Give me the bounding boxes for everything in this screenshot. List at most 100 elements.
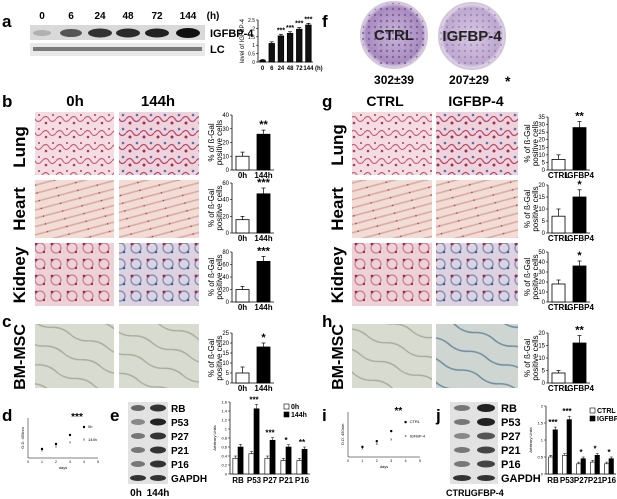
y-axis-label: % of ß-Gal	[207, 123, 216, 161]
x-tick-label: P53	[247, 476, 262, 485]
lane-label: 0	[39, 11, 45, 22]
y-tick-label: 2	[541, 404, 544, 409]
y-tick-label: 60	[222, 263, 229, 269]
y-axis-label: positive cells	[215, 120, 224, 165]
significance-star: ***	[562, 407, 572, 416]
x-tick-label: 1	[41, 460, 43, 464]
significance-star: *	[577, 250, 582, 262]
significance-star: ***	[249, 395, 259, 404]
x-tick-label: 0	[27, 460, 29, 464]
x-tick-label: 1	[361, 459, 363, 463]
y-tick-label: 40	[538, 260, 545, 266]
x-tick-label: 0h	[238, 234, 247, 243]
significance-star: *	[284, 436, 288, 445]
y-tick-label: 20	[538, 331, 545, 337]
y-axis-label: positive cells	[215, 335, 224, 380]
y-axis-label: positive cells	[531, 335, 540, 380]
y-tick-label: 30	[222, 127, 229, 133]
y-tick-label: 40	[222, 198, 229, 204]
point-CTRL	[404, 420, 407, 424]
point-IGFBP-4: x	[405, 433, 407, 438]
y-tick-label: 10	[222, 361, 229, 367]
legend-swatch	[589, 415, 596, 422]
panel-letter-b: b	[2, 92, 12, 111]
bar-e-grouped-0h-P27	[264, 457, 271, 475]
band-label: P53	[501, 417, 521, 429]
chart-e-grouped: 0 0.2 0.4 0.6 0.8 1 1.2 1.4 1.6 Arbitrary Units RB…	[212, 395, 310, 485]
x-tick-label: P53	[560, 476, 575, 485]
significance-star: **	[575, 111, 584, 123]
band-label: P16	[501, 459, 521, 471]
y-tick-label: 20	[222, 214, 229, 220]
row-label-lung: Lung	[10, 126, 29, 168]
y-tick-label: 60	[222, 181, 229, 187]
column-header-igfbp4: IGFBP-4	[448, 93, 503, 109]
chart-b-heart: 0 20 40 60 % of ß-Gal positive cells 0h *** 144h	[207, 177, 274, 243]
x-tick-label: 0h	[238, 303, 247, 312]
bar-j-grouped-CTRL-RB	[548, 456, 554, 475]
bar-j-grouped-CTRL-P16	[604, 463, 610, 475]
band-label-igfbp4: IGFBP-4	[210, 28, 254, 40]
y-axis-label: level of IGFBP-4	[240, 18, 246, 63]
bar-b-heart-0	[235, 219, 250, 234]
y-tick-label: 10	[538, 290, 545, 296]
band-label: RB	[501, 403, 517, 415]
band-label: P53	[171, 418, 189, 429]
legend-label: 144h	[291, 412, 307, 419]
significance-star: **	[575, 325, 584, 337]
y-tick-label: 0	[226, 168, 230, 174]
western-blot-e	[128, 402, 168, 484]
micrograph-kidney-0h	[35, 243, 114, 306]
point-144h: x	[41, 448, 43, 453]
bar-e-grouped-0h-RB	[232, 457, 239, 475]
legend-label: IGFBP-4	[597, 416, 617, 423]
x-tick-label: 144h	[254, 384, 272, 393]
y-tick-label: 2.5	[248, 18, 255, 24]
y-tick-label: 5	[542, 369, 546, 375]
significance-star: **	[395, 406, 403, 417]
x-tick-label: P21	[588, 476, 603, 485]
x-tick-label: 0	[261, 66, 265, 72]
y-tick-label: 0.5	[537, 455, 543, 460]
significance-star: *	[577, 179, 582, 191]
bar-b-kidney-0	[235, 289, 250, 303]
lane-label: 144h	[147, 488, 170, 499]
bar-a-bar-5	[305, 24, 312, 63]
y-tick-label: 25	[538, 130, 545, 136]
x-tick-label: RB	[547, 476, 559, 485]
micrograph-bmmsc-igfbp4	[436, 324, 518, 388]
y-axis-label: positive cells	[531, 254, 540, 299]
panel-letter-i: i	[322, 406, 327, 425]
bar-h-bmmsc-0	[551, 372, 566, 384]
x-tick-label: 3	[390, 459, 392, 463]
bar-g-kidney-0	[551, 283, 566, 303]
y-tick-label: 0	[226, 300, 230, 306]
band-label: P16	[171, 460, 189, 471]
significance-star: **	[259, 119, 268, 131]
colony-count-igfbp4: 207±29	[449, 73, 489, 87]
y-tick-label: 35	[538, 115, 545, 121]
bar-c-bmmsc-0	[235, 372, 250, 384]
bar-a-bar-0	[259, 59, 266, 63]
significance-star: ***	[548, 418, 558, 427]
x-tick-label: 24	[278, 66, 285, 72]
panel-j-band-labels: RB P53 P27 P21 P16 GAPDH CTRL IGFBP-4	[446, 403, 541, 498]
bar-g-heart-1	[572, 196, 587, 234]
x-tick-label: P27	[263, 476, 278, 485]
y-axis-label: % of ß-Gal	[523, 258, 532, 296]
x-tick-label: 4	[83, 460, 85, 464]
y-tick-label: 15	[538, 344, 545, 350]
x-tick-label: 3	[69, 460, 71, 464]
panel-letter-j: j	[435, 406, 441, 425]
y-axis-label: positive cells	[215, 254, 224, 299]
y-axis-label: % of ß-Gal	[207, 258, 216, 296]
point-IGFBP-4: x	[376, 441, 378, 446]
panel-letter-a: a	[2, 12, 12, 31]
micrograph-heart-0h	[35, 180, 114, 238]
significance-star: ***	[257, 177, 271, 189]
y-tick-label: 1.5	[248, 35, 255, 41]
micrograph-kidney-igfbp4	[436, 243, 518, 306]
y-tick-label: 10	[538, 207, 545, 213]
bar-g-lung-1	[572, 127, 587, 171]
x-tick-label: IGFBP4	[565, 384, 594, 393]
